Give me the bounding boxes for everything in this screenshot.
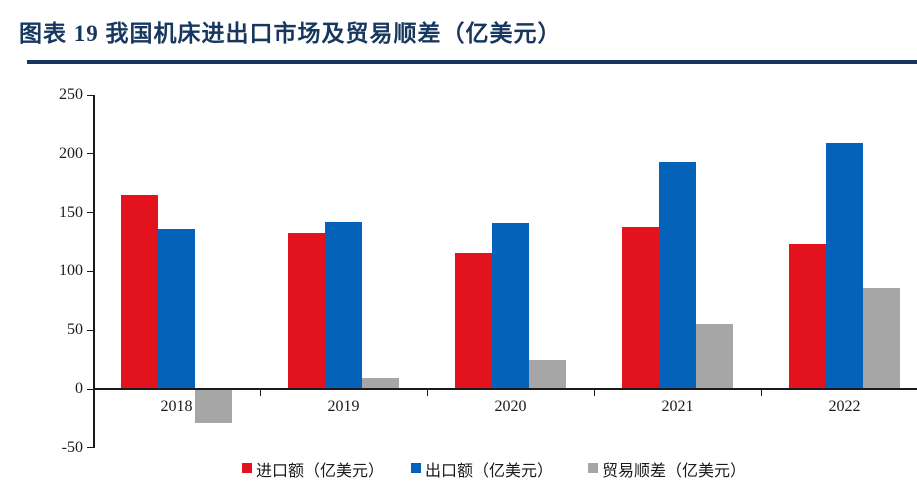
bar-export-2020: [492, 223, 529, 389]
legend-label-export: 出口额（亿美元）: [425, 463, 554, 480]
x-axis-tick: [594, 390, 595, 396]
bar-import-2018: [121, 194, 158, 389]
bar-import-2021: [622, 226, 659, 389]
bar-export-2022: [826, 143, 863, 389]
y-axis-tick: [87, 153, 93, 155]
y-axis-tick: [87, 212, 93, 214]
bar-surplus-2021: [696, 324, 733, 389]
y-axis-tick: [87, 329, 93, 331]
y-axis-tick: [87, 388, 93, 390]
bar-surplus-2022: [863, 287, 900, 389]
bar-export-2018: [158, 229, 195, 389]
legend-label-surplus: 贸易顺差（亿美元）: [602, 463, 747, 480]
y-axis-tick-label: 0: [75, 380, 83, 397]
x-axis-tick: [260, 390, 261, 396]
legend-item-export: 出口额（亿美元）: [411, 457, 553, 480]
x-axis-tick: [761, 390, 762, 396]
legend-swatch-import: [242, 463, 252, 473]
y-axis-tick-label: 200: [59, 144, 83, 162]
y-axis-tick-label: 50: [67, 321, 83, 339]
y-axis-tick-label: 100: [59, 262, 83, 280]
bar-surplus-2019: [362, 378, 399, 389]
legend-swatch-export: [411, 463, 421, 473]
figure-title: 图表 19 我国机床进出口市场及贸易顺差（亿美元）: [19, 21, 562, 46]
y-axis-tick-label: 250: [59, 86, 83, 103]
y-axis-tick-label: 150: [59, 203, 83, 221]
bar-import-2022: [789, 244, 826, 389]
x-axis-label-2018: 2018: [160, 398, 193, 415]
bar-surplus-2020: [529, 359, 566, 389]
bar-export-2019: [325, 222, 362, 389]
legend-item-surplus: 贸易顺差（亿美元）: [588, 457, 746, 480]
legend-label-import: 进口额（亿美元）: [256, 463, 385, 480]
bar-import-2019: [288, 232, 325, 389]
x-axis-label-2021: 2021: [661, 398, 694, 415]
x-axis-label-2020: 2020: [494, 398, 527, 415]
x-axis-label-2022: 2022: [828, 398, 861, 415]
bar-import-2020: [455, 252, 492, 389]
y-axis-tick: [87, 447, 93, 449]
y-axis-tick: [87, 270, 93, 272]
y-axis-tick: [87, 94, 93, 96]
legend-item-import: 进口额（亿美元）: [242, 457, 384, 480]
y-axis-tick-label: -50: [61, 438, 83, 456]
bar-export-2021: [659, 162, 696, 389]
x-axis-tick: [427, 390, 428, 396]
bar-surplus-2018: [195, 389, 232, 424]
title-divider: [27, 60, 917, 64]
x-axis-label-2019: 2019: [327, 398, 360, 415]
y-axis-line: [93, 95, 95, 448]
x-axis-line: [93, 388, 917, 390]
legend-swatch-surplus: [588, 463, 598, 473]
